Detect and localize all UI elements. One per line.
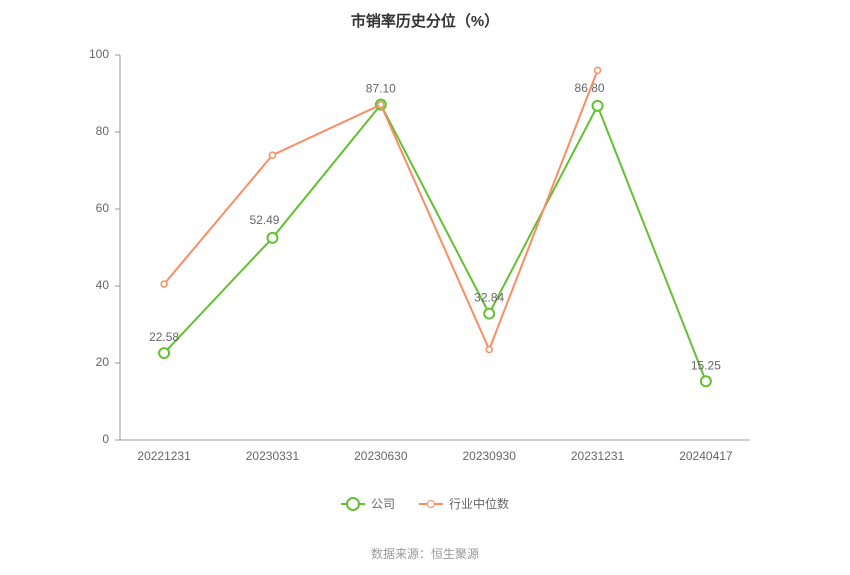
series-marker bbox=[701, 376, 711, 386]
legend-item[interactable]: 公司 bbox=[341, 495, 395, 512]
legend-label: 公司 bbox=[371, 495, 395, 512]
source-value: 恒生聚源 bbox=[431, 547, 479, 561]
series-marker bbox=[378, 102, 384, 108]
svg-text:100: 100 bbox=[89, 47, 109, 61]
value-label: 22.58 bbox=[149, 330, 179, 344]
series-marker bbox=[593, 101, 603, 111]
svg-text:40: 40 bbox=[96, 278, 110, 292]
series-line-1 bbox=[164, 70, 597, 349]
series-marker bbox=[486, 347, 492, 353]
source-label: 数据来源： bbox=[371, 547, 431, 561]
legend-swatch bbox=[419, 498, 443, 510]
svg-text:0: 0 bbox=[102, 432, 109, 446]
chart-legend: 公司 行业中位数 bbox=[0, 495, 850, 512]
svg-text:20230930: 20230930 bbox=[462, 449, 516, 463]
series-marker bbox=[267, 233, 277, 243]
chart-svg: 0 20 40 60 80 100 20221231 20230331 20230630 2023… bbox=[0, 0, 850, 575]
chart-container: 市销率历史分位（%） 02040608010020221231202303312… bbox=[0, 0, 850, 575]
value-label: 52.49 bbox=[249, 213, 279, 227]
svg-text:20240417: 20240417 bbox=[679, 449, 733, 463]
svg-text:20221231: 20221231 bbox=[137, 449, 191, 463]
series-line-0 bbox=[164, 105, 706, 382]
svg-text:20: 20 bbox=[96, 355, 110, 369]
legend-item[interactable]: 行业中位数 bbox=[419, 495, 509, 512]
legend-label: 行业中位数 bbox=[449, 495, 509, 512]
value-label: 32.84 bbox=[474, 291, 504, 305]
series-marker bbox=[484, 309, 494, 319]
svg-text:20231231: 20231231 bbox=[571, 449, 625, 463]
value-label: 15.25 bbox=[691, 358, 721, 372]
svg-text:20230630: 20230630 bbox=[354, 449, 408, 463]
series-marker bbox=[161, 281, 167, 287]
svg-text:20230331: 20230331 bbox=[246, 449, 300, 463]
svg-text:60: 60 bbox=[96, 201, 110, 215]
chart-source: 数据来源：恒生聚源 bbox=[0, 545, 850, 562]
series-marker bbox=[595, 67, 601, 73]
series-marker bbox=[269, 152, 275, 158]
legend-swatch bbox=[341, 498, 365, 510]
value-label: 87.10 bbox=[366, 82, 396, 96]
svg-text:80: 80 bbox=[96, 124, 110, 138]
series-marker bbox=[159, 348, 169, 358]
